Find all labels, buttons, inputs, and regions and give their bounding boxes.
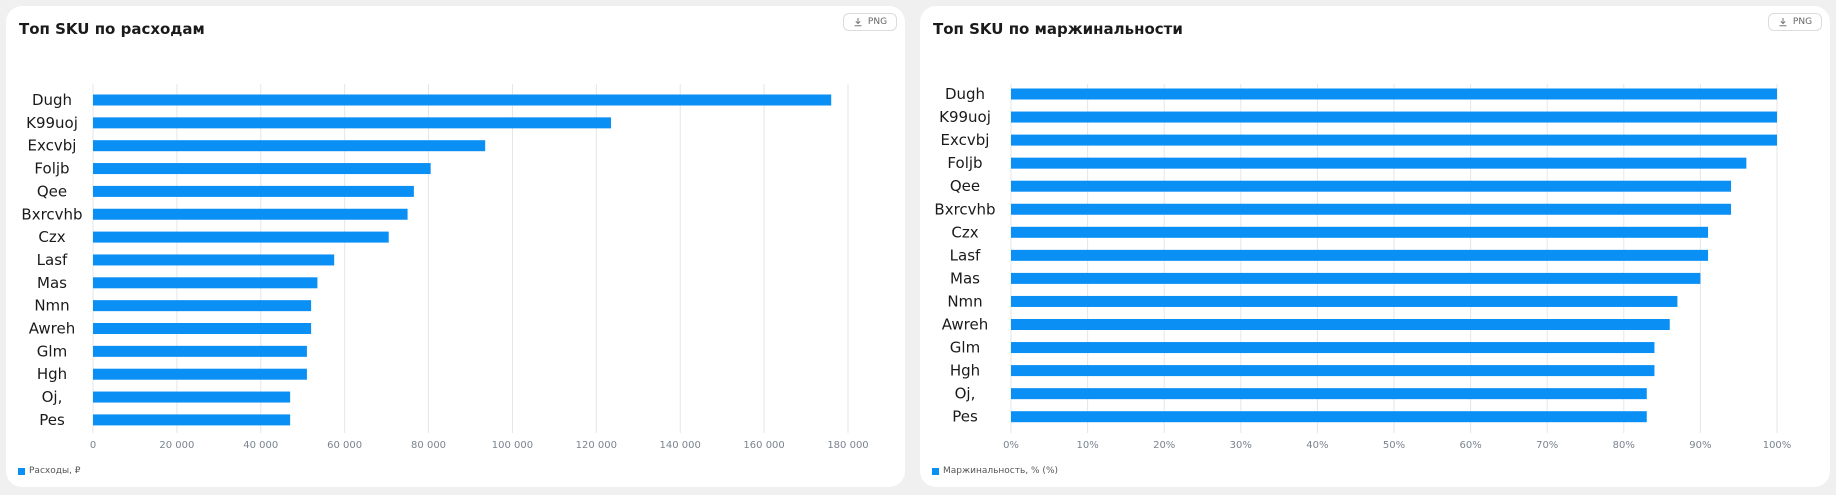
category-label: Foljb [34, 160, 69, 178]
expenses-bar-chart: 0 20 000 40 000 60 000 80 000 100 000 120 000 1… [21, 84, 869, 451]
category-label: Pes [952, 408, 978, 426]
category-label: Mas [950, 269, 980, 287]
x-tick-label: 10% [1076, 440, 1098, 451]
bar [1011, 249, 1709, 261]
category-label: Dugh [945, 85, 985, 103]
chart-legend[interactable]: Маржинальность, % (%) [932, 466, 1058, 476]
bar [1011, 319, 1670, 330]
bar [93, 231, 389, 243]
bar [1011, 88, 1777, 100]
category-label: Oj, [955, 385, 976, 403]
legend-label: Маржинальность, % (%) [943, 466, 1059, 476]
x-tick-label: 140 000 [660, 440, 701, 451]
x-tick-label: 100 000 [492, 440, 533, 451]
legend-swatch [18, 467, 25, 475]
x-tick-label: 70% [1536, 440, 1558, 451]
x-tick-label: 60% [1459, 440, 1481, 451]
bar [93, 208, 408, 220]
category-label: Excvbj [28, 137, 77, 155]
bar [1011, 134, 1777, 146]
chart-title: Топ SKU по расходам [19, 20, 205, 38]
category-label: Hgh [950, 362, 980, 380]
x-tick-label: 180 000 [827, 440, 868, 451]
bar [1011, 272, 1701, 284]
x-tick-label: 50% [1383, 440, 1405, 451]
category-label: Excvbj [941, 131, 990, 149]
bar [93, 140, 486, 152]
category-label: K99uoj [939, 108, 991, 126]
x-tick-label: 0% [1003, 440, 1019, 451]
bar [93, 345, 307, 357]
bar [93, 323, 312, 334]
category-label: Nmn [34, 297, 69, 315]
x-tick-label: 160 000 [743, 440, 784, 451]
x-tick-label: 90% [1689, 440, 1711, 451]
category-label: Foljb [947, 154, 982, 172]
category-label: Nmn [947, 292, 982, 310]
bar [93, 414, 291, 426]
x-tick-label: 0 [90, 440, 96, 451]
category-label: Pes [39, 411, 65, 429]
category-label: Mas [37, 274, 67, 292]
category-label: Hgh [37, 365, 67, 383]
x-tick-label: 20 000 [159, 440, 194, 451]
bar [93, 391, 291, 403]
category-label: Oj, [42, 388, 63, 406]
category-label: Dugh [32, 91, 72, 109]
bar [93, 277, 318, 289]
category-label: Awreh [29, 320, 76, 338]
x-tick-label: 30% [1230, 440, 1252, 451]
x-tick-label: 100% [1763, 440, 1792, 451]
bar [93, 300, 312, 312]
category-label: Qee [37, 182, 67, 200]
bar [93, 163, 431, 175]
category-label: Czx [38, 228, 65, 246]
bar [1011, 157, 1747, 169]
category-label: Lasf [37, 251, 68, 269]
legend-swatch [932, 467, 939, 475]
margin-bar-chart: 0% 10% 20% 30% 40% 50% 60% 70% 80% 90% 100% Dugh K99… [934, 84, 1792, 451]
bar [93, 117, 612, 129]
expenses-chart-panel: Топ SKU по расходам PNG 0 20 000 40 000 60 … [6, 6, 905, 487]
bar [1011, 365, 1655, 377]
x-tick-label: 60 000 [327, 440, 362, 451]
bar [1011, 411, 1647, 423]
bar [1011, 180, 1732, 192]
x-tick-label: 40 000 [243, 440, 278, 451]
bar [1011, 226, 1709, 238]
category-label: Glm [37, 342, 67, 360]
x-tick-label: 40% [1306, 440, 1328, 451]
download-icon [1779, 18, 1787, 27]
category-label: Glm [950, 339, 980, 357]
x-tick-label: 20% [1153, 440, 1175, 451]
bar [1011, 295, 1678, 307]
category-label: Bxrcvhb [934, 200, 995, 218]
category-label: Qee [950, 177, 980, 195]
x-tick-label: 120 000 [576, 440, 617, 451]
x-tick-label: 80 000 [411, 440, 446, 451]
bar [1011, 203, 1732, 215]
png-export-button[interactable]: PNG [843, 13, 897, 31]
category-label: K99uoj [26, 114, 78, 132]
bar [93, 94, 832, 106]
bar [1011, 342, 1655, 354]
chart-title: Топ SKU по маржинальности [933, 20, 1183, 38]
bar [93, 254, 335, 266]
bar [1011, 388, 1647, 400]
category-label: Bxrcvhb [21, 205, 82, 223]
category-label: Czx [951, 223, 978, 241]
chart-legend[interactable]: Расходы, ₽ [18, 466, 81, 476]
png-button-label: PNG [1792, 17, 1813, 27]
bar [1011, 111, 1777, 123]
margin-chart-panel: Топ SKU по маржинальности PNG 0% 10% 20% 30… [920, 6, 1830, 487]
bar [93, 185, 414, 197]
download-icon [854, 18, 862, 27]
category-label: Lasf [950, 246, 981, 264]
bar [93, 368, 307, 380]
png-export-button[interactable]: PNG [1768, 13, 1822, 31]
x-tick-label: 80% [1613, 440, 1635, 451]
category-label: Awreh [942, 316, 989, 334]
legend-label: Расходы, ₽ [29, 466, 81, 476]
png-button-label: PNG [867, 17, 888, 27]
